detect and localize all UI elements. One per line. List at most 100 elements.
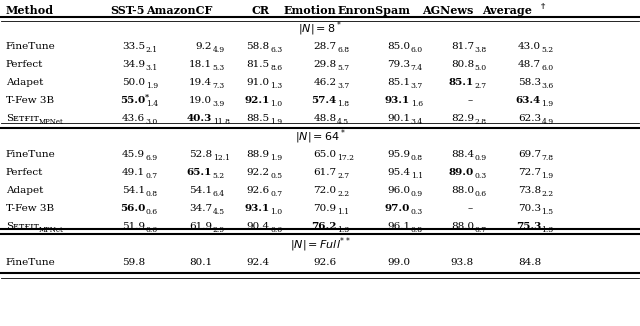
Text: 11.8: 11.8 (212, 118, 230, 126)
Text: 43.0: 43.0 (518, 42, 541, 51)
Text: 62.3: 62.3 (518, 114, 541, 123)
Text: 1.0: 1.0 (270, 208, 282, 216)
Text: 80.8: 80.8 (451, 60, 474, 69)
Text: 8.6: 8.6 (270, 64, 282, 72)
Text: 96.0: 96.0 (387, 186, 410, 195)
Text: 1.9: 1.9 (270, 118, 282, 126)
Text: FineTune: FineTune (6, 258, 56, 267)
Text: 88.0: 88.0 (451, 222, 474, 231)
Text: 61.7: 61.7 (314, 168, 337, 177)
Text: 51.9: 51.9 (122, 222, 145, 231)
Text: 65.0: 65.0 (314, 150, 337, 159)
Text: 92.1: 92.1 (244, 96, 269, 105)
Text: 6.4: 6.4 (212, 190, 225, 198)
Text: 0.9: 0.9 (474, 154, 486, 162)
Text: Method: Method (6, 5, 54, 16)
Text: 3.0: 3.0 (146, 118, 158, 126)
Text: 92.2: 92.2 (246, 168, 269, 177)
Text: 2.2: 2.2 (337, 190, 349, 198)
Text: 2.9: 2.9 (212, 226, 225, 234)
Text: 59.8: 59.8 (122, 258, 145, 267)
Text: 57.4: 57.4 (311, 96, 337, 105)
Text: 6.3: 6.3 (270, 46, 282, 54)
Text: 95.9: 95.9 (387, 150, 410, 159)
Text: SST-5: SST-5 (111, 5, 145, 16)
Text: 72.7: 72.7 (518, 168, 541, 177)
Text: 88.4: 88.4 (451, 150, 474, 159)
Text: 34.7: 34.7 (189, 204, 212, 213)
Text: 1.9: 1.9 (541, 100, 554, 108)
Text: 85.1: 85.1 (449, 78, 474, 87)
Text: 1.4: 1.4 (146, 100, 158, 108)
Text: 7.3: 7.3 (212, 82, 225, 90)
Text: 58.3: 58.3 (518, 78, 541, 87)
Text: 48.7: 48.7 (518, 60, 541, 69)
Text: 55.0: 55.0 (120, 96, 145, 105)
Text: 3.9: 3.9 (212, 100, 225, 108)
Text: 3.7: 3.7 (337, 82, 349, 90)
Text: 5.7: 5.7 (337, 64, 349, 72)
Text: 0.8: 0.8 (146, 190, 158, 198)
Text: 6.8: 6.8 (337, 46, 349, 54)
Text: MPNet: MPNet (39, 118, 64, 126)
Text: 0.7: 0.7 (474, 226, 486, 234)
Text: 1.1: 1.1 (411, 172, 423, 180)
Text: 0.8: 0.8 (411, 226, 423, 234)
Text: 2.2: 2.2 (541, 190, 554, 198)
Text: 2.1: 2.1 (146, 46, 158, 54)
Text: 28.7: 28.7 (314, 42, 337, 51)
Text: –: – (468, 204, 473, 213)
Text: 19.4: 19.4 (189, 78, 212, 87)
Text: 5.2: 5.2 (541, 46, 554, 54)
Text: 52.8: 52.8 (189, 150, 212, 159)
Text: 56.0: 56.0 (120, 204, 145, 213)
Text: $|N| = Full^{**}$: $|N| = Full^{**}$ (289, 235, 351, 254)
Text: 81.5: 81.5 (246, 60, 269, 69)
Text: 3.1: 3.1 (146, 64, 158, 72)
Text: 0.6: 0.6 (146, 226, 158, 234)
Text: 6.0: 6.0 (411, 46, 423, 54)
Text: 40.3: 40.3 (187, 114, 212, 123)
Text: 6.9: 6.9 (146, 154, 158, 162)
Text: 49.1: 49.1 (122, 168, 145, 177)
Text: 2.7: 2.7 (474, 82, 486, 90)
Text: Sᴇᴛғɪᴛ: Sᴇᴛғɪᴛ (6, 114, 39, 123)
Text: 1.6: 1.6 (411, 100, 423, 108)
Text: T-Few 3B: T-Few 3B (6, 204, 54, 213)
Text: 4.5: 4.5 (337, 118, 349, 126)
Text: 0.6: 0.6 (270, 226, 282, 234)
Text: 76.2: 76.2 (311, 222, 337, 231)
Text: Adapet: Adapet (6, 78, 43, 87)
Text: 88.0: 88.0 (451, 186, 474, 195)
Text: 88.5: 88.5 (246, 114, 269, 123)
Text: 65.1: 65.1 (187, 168, 212, 177)
Text: 85.1: 85.1 (387, 78, 410, 87)
Text: 80.1: 80.1 (189, 258, 212, 267)
Text: 91.0: 91.0 (246, 78, 269, 87)
Text: 18.1: 18.1 (189, 60, 212, 69)
Text: Perfect: Perfect (6, 168, 43, 177)
Text: 69.7: 69.7 (518, 150, 541, 159)
Text: 73.8: 73.8 (518, 186, 541, 195)
Text: 95.4: 95.4 (387, 168, 410, 177)
Text: Adapet: Adapet (6, 186, 43, 195)
Text: 82.9: 82.9 (451, 114, 474, 123)
Text: 89.0: 89.0 (449, 168, 474, 177)
Text: 63.4: 63.4 (516, 96, 541, 105)
Text: 70.3: 70.3 (518, 204, 541, 213)
Text: 0.8: 0.8 (411, 154, 423, 162)
Text: FineTune: FineTune (6, 150, 56, 159)
Text: 5.0: 5.0 (474, 64, 486, 72)
Text: 1.3: 1.3 (270, 82, 282, 90)
Text: *: * (145, 92, 149, 100)
Text: †: † (541, 2, 545, 10)
Text: 17.2: 17.2 (337, 154, 355, 162)
Text: 50.0: 50.0 (122, 78, 145, 87)
Text: $|N| = 8^*$: $|N| = 8^*$ (298, 19, 342, 37)
Text: 29.8: 29.8 (314, 60, 337, 69)
Text: 54.1: 54.1 (122, 186, 145, 195)
Text: 0.7: 0.7 (146, 172, 158, 180)
Text: 92.6: 92.6 (246, 186, 269, 195)
Text: 0.3: 0.3 (474, 172, 487, 180)
Text: 19.0: 19.0 (189, 96, 212, 105)
